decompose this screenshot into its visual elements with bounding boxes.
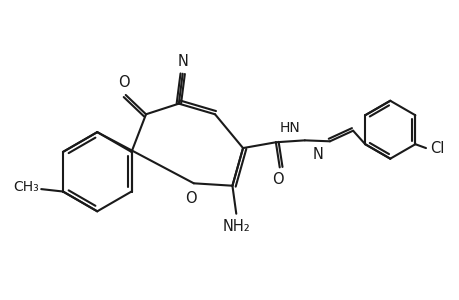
Text: HN: HN [280, 121, 300, 135]
Text: N: N [312, 147, 323, 162]
Text: CH₃: CH₃ [13, 180, 39, 194]
Text: Cl: Cl [429, 141, 443, 156]
Text: N: N [177, 54, 188, 69]
Text: NH₂: NH₂ [222, 219, 250, 234]
Text: O: O [118, 75, 129, 90]
Text: O: O [271, 172, 283, 187]
Text: O: O [185, 191, 197, 206]
